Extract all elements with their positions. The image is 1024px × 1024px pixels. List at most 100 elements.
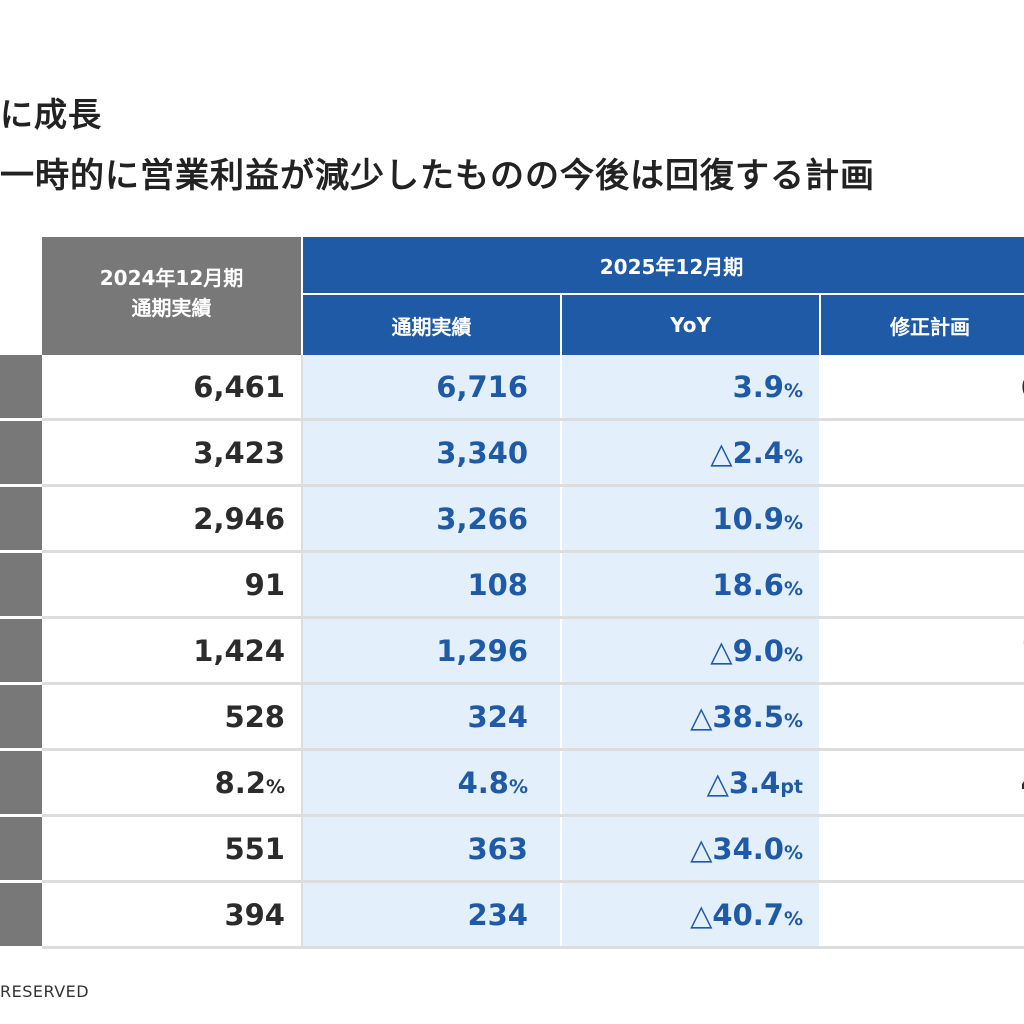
- yoy-value-cell: △34.0%: [561, 815, 821, 883]
- plan-value-cell: 3: [820, 815, 1024, 883]
- current-year-group-header: 2025年12月期: [302, 237, 1024, 295]
- yoy-value-unit: %: [783, 577, 803, 600]
- prev-year-value-cell: 3,423: [42, 419, 303, 487]
- yoy-value-cell: △3.4pt: [561, 749, 821, 817]
- yoy-value-cell: △2.4%: [561, 419, 821, 487]
- table-row: 3,423 3,340 △2.4%: [0, 419, 1024, 487]
- actual-value: 324: [467, 699, 528, 734]
- actual-value-cell: 3,340: [302, 419, 562, 487]
- actual-value: 234: [467, 897, 528, 932]
- prev-year-value: 2,946: [193, 501, 285, 536]
- plan-value-cell: 2: [820, 881, 1024, 949]
- plan-value-cell: [820, 551, 1024, 619]
- financial-results-table: 2024年12月期 通期実績 2025年12月期 通期実績 YoY 修正計画 6…: [0, 237, 1024, 949]
- actual-value: 108: [467, 567, 528, 602]
- yoy-value: △40.7: [690, 897, 784, 932]
- row-label-cell: [0, 617, 42, 685]
- headline-growth: に成長: [0, 95, 102, 134]
- plan-value-cell: [820, 419, 1024, 487]
- prev-year-value: 528: [224, 699, 285, 734]
- yoy-value-cell: 10.9%: [561, 485, 821, 553]
- yoy-value-unit: %: [783, 379, 803, 402]
- prev-year-value-cell: 91: [42, 551, 303, 619]
- row-label-cell: [0, 881, 42, 949]
- actual-value: 1,296: [436, 633, 528, 668]
- prev-year-header-period: 2024年12月期: [99, 266, 244, 290]
- yoy-value-unit: %: [783, 511, 803, 534]
- actual-header: 通期実績: [302, 294, 562, 355]
- prev-year-value-cell: 6,461: [42, 355, 303, 421]
- plan-value-cell: 2: [820, 683, 1024, 751]
- yoy-value: △9.0: [710, 633, 784, 668]
- prev-year-value: 3,423: [193, 435, 285, 470]
- yoy-value-cell: △38.5%: [561, 683, 821, 751]
- yoy-value: 3.9: [732, 369, 784, 404]
- prev-year-header: 2024年12月期 通期実績: [42, 237, 303, 355]
- yoy-value: △34.0: [690, 831, 784, 866]
- yoy-value: △3.4: [706, 765, 781, 800]
- yoy-header: YoY: [561, 294, 821, 355]
- plan-value-cell: 4.5: [820, 749, 1024, 817]
- plan-value: 6,6: [1021, 370, 1024, 404]
- table-row: 91 108 18.6%: [0, 551, 1024, 619]
- actual-value-cell: 363: [302, 815, 562, 883]
- yoy-value-unit: %: [783, 907, 803, 930]
- actual-value: 363: [467, 831, 528, 866]
- actual-value: 3,340: [436, 435, 528, 470]
- prev-year-value: 394: [224, 897, 285, 932]
- plan-value-cell: 6,6: [820, 355, 1024, 421]
- row-label-cell: [0, 551, 42, 619]
- actual-value-cell: 3,266: [302, 485, 562, 553]
- actual-value-cell: 1,296: [302, 617, 562, 685]
- prev-year-value: 551: [224, 831, 285, 866]
- prev-year-value: 8.2: [214, 765, 266, 800]
- row-label-cell: [0, 485, 42, 553]
- table-row: 8.2%4.8%△3.4pt4.5: [0, 749, 1024, 817]
- yoy-value-cell: 18.6%: [561, 551, 821, 619]
- table-row: 1,424 1,296 △9.0% 1,2: [0, 617, 1024, 685]
- prev-year-value-cell: 394: [42, 881, 303, 949]
- actual-value-cell: 324: [302, 683, 562, 751]
- yoy-value-cell: 3.9%: [561, 355, 821, 421]
- yoy-value-cell: △9.0%: [561, 617, 821, 685]
- plan-header: 修正計画: [820, 294, 1024, 355]
- prev-year-value: 91: [244, 567, 285, 602]
- actual-value-cell: 234: [302, 881, 562, 949]
- yoy-value-unit: %: [783, 445, 803, 468]
- prev-year-value-cell: 2,946: [42, 485, 303, 553]
- prev-year-value-cell: 551: [42, 815, 303, 883]
- actual-value: 4.8: [457, 765, 509, 800]
- plan-value-cell: 1,2: [820, 617, 1024, 685]
- prev-year-header-type: 通期実績: [131, 296, 212, 320]
- row-label-cell: [0, 683, 42, 751]
- yoy-value: 10.9: [712, 501, 784, 536]
- yoy-value-unit: %: [783, 841, 803, 864]
- actual-value: 6,716: [436, 369, 528, 404]
- prev-year-value-cell: 1,424: [42, 617, 303, 685]
- actual-value-unit: %: [508, 775, 528, 798]
- headline-subtitle: 一時的に営業利益が減少したものの今後は回復する計画: [0, 156, 875, 196]
- prev-year-value-cell: 8.2%: [42, 749, 303, 817]
- actual-value-cell: 108: [302, 551, 562, 619]
- plan-value: 1,2: [1021, 634, 1024, 668]
- yoy-value-unit: %: [783, 643, 803, 666]
- row-label-header: [0, 237, 42, 355]
- actual-value-cell: 6,716: [302, 355, 562, 421]
- actual-value-cell: 4.8%: [302, 749, 562, 817]
- row-label-cell: [0, 355, 42, 421]
- prev-year-value: 6,461: [193, 369, 285, 404]
- row-label-cell: [0, 419, 42, 487]
- yoy-value-unit: pt: [780, 775, 803, 798]
- prev-year-value-cell: 528: [42, 683, 303, 751]
- plan-value-cell: [820, 485, 1024, 553]
- prev-year-value: 1,424: [193, 633, 285, 668]
- table-row: 528 324 △38.5%2: [0, 683, 1024, 751]
- yoy-value: △38.5: [690, 699, 784, 734]
- table-body: 6,461 6,716 3.9% 6,6 3,423 3,340 △2.4% 2,946 3,2…: [0, 355, 1024, 949]
- row-label-cell: [0, 815, 42, 883]
- yoy-value-cell: △40.7%: [561, 881, 821, 949]
- plan-value: 4.5: [1021, 766, 1024, 800]
